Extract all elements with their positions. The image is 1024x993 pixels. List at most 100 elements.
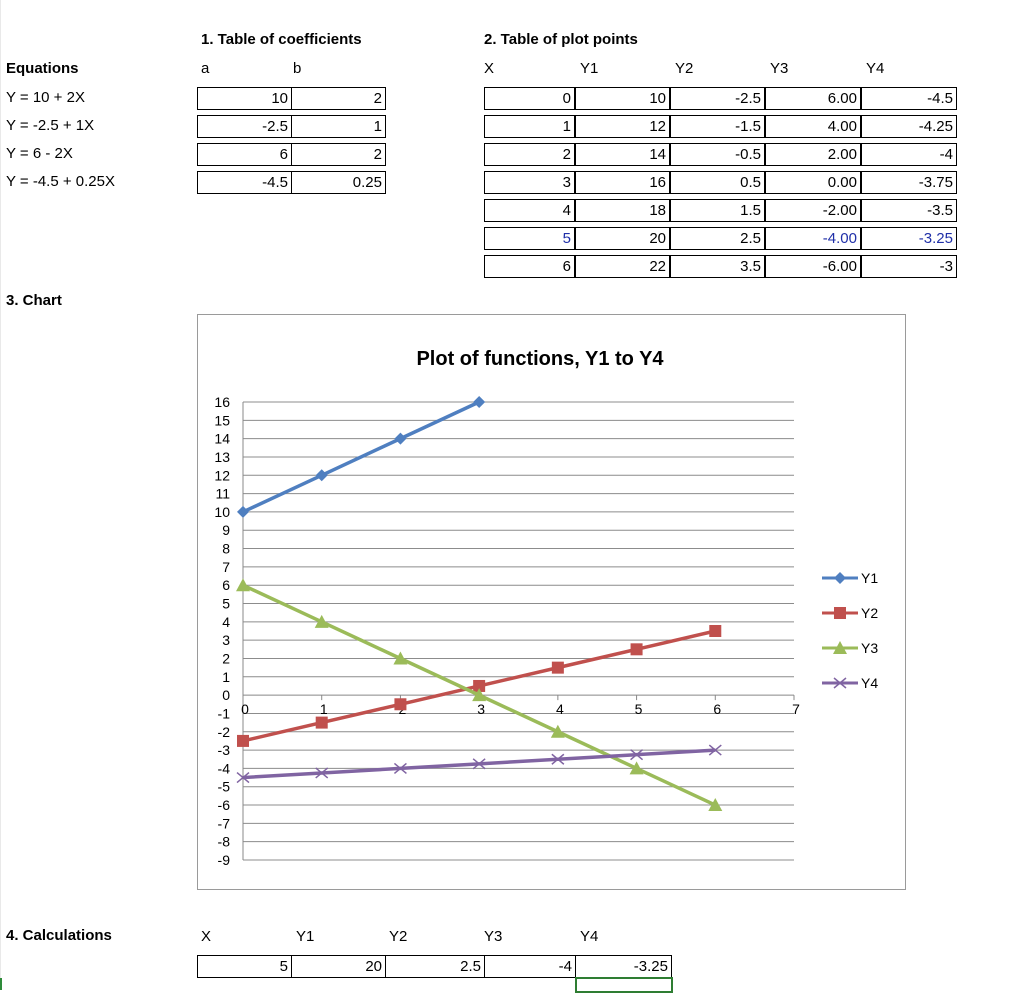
- calculations-heading: 4. Calculations: [6, 927, 112, 944]
- y-tick-label: -3: [218, 742, 231, 758]
- plot-header-y4: Y4: [866, 60, 885, 77]
- plot-header-y1: Y1: [580, 60, 599, 77]
- chart-heading: 3. Chart: [6, 292, 62, 309]
- plot-header-y2: Y2: [675, 60, 694, 77]
- data-point-y3: [708, 798, 723, 812]
- y-tick-label: -8: [218, 834, 231, 850]
- calc-cell-x[interactable]: 5: [197, 955, 292, 978]
- y-tick-label: -4: [218, 760, 231, 776]
- plot-cell[interactable]: 22: [575, 255, 670, 278]
- legend-label-y3: Y3: [861, 640, 878, 656]
- y-tick-label: 7: [222, 559, 230, 575]
- coef-cell[interactable]: 10: [197, 87, 292, 110]
- plot-cell[interactable]: 0.00: [765, 171, 861, 194]
- data-point-y3: [472, 688, 487, 702]
- plot-cell[interactable]: -3: [861, 255, 957, 278]
- data-point-y4: [393, 762, 407, 774]
- data-point-y2: [394, 698, 407, 711]
- plot-cell[interactable]: -0.5: [670, 143, 765, 166]
- plot-cell[interactable]: -3.75: [861, 171, 957, 194]
- plot-cell-x[interactable]: 1: [484, 115, 575, 138]
- plot-cell[interactable]: 6.00: [765, 87, 861, 110]
- data-point-y3: [314, 614, 329, 628]
- coef-header-b: b: [293, 60, 302, 77]
- plot-cell[interactable]: -4.00: [765, 227, 861, 250]
- plot-cell[interactable]: -3.25: [861, 227, 957, 250]
- y-tick-label: 12: [214, 467, 230, 483]
- plot-header-y3: Y3: [770, 60, 789, 77]
- plot-cell[interactable]: -4.25: [861, 115, 957, 138]
- y-tick-label: 3: [222, 632, 230, 648]
- plot-cell[interactable]: -1.5: [670, 115, 765, 138]
- legend-marker-y4: [833, 677, 847, 689]
- calc-cell-y1[interactable]: 20: [291, 955, 386, 978]
- plot-cell[interactable]: -4.5: [861, 87, 957, 110]
- equation-3: Y = 6 - 2X: [6, 145, 73, 162]
- plot-cell[interactable]: 16: [575, 171, 670, 194]
- plot-cell[interactable]: 4.00: [765, 115, 861, 138]
- plot-cell[interactable]: 10: [575, 87, 670, 110]
- plot-cell-x[interactable]: 4: [484, 199, 575, 222]
- coef-cell[interactable]: -4.5: [197, 171, 292, 194]
- data-point-y1: [394, 432, 407, 445]
- x-tick-label: 4: [556, 701, 564, 717]
- plot-cell[interactable]: -2.5: [670, 87, 765, 110]
- plot-cell-x[interactable]: 0: [484, 87, 575, 110]
- plot-cell-x[interactable]: 5: [484, 227, 575, 250]
- data-point-y1: [473, 396, 486, 408]
- x-tick-label: 1: [320, 701, 328, 717]
- plot-header-x: X: [484, 60, 495, 77]
- plot-cell[interactable]: -2.00: [765, 199, 861, 222]
- y-tick-label: 5: [222, 596, 230, 612]
- plot-cell[interactable]: 14: [575, 143, 670, 166]
- calc-cell-y3[interactable]: -4: [484, 955, 576, 978]
- y-tick-label: 14: [214, 431, 230, 447]
- equation-4: Y = -4.5 + 0.25X: [6, 173, 115, 190]
- y-tick-label: 10: [214, 504, 230, 520]
- coef-cell[interactable]: 6: [197, 143, 292, 166]
- y-tick-label: 0: [222, 687, 230, 703]
- selected-cell[interactable]: [575, 977, 673, 993]
- data-point-y4: [315, 767, 329, 779]
- plot-cell[interactable]: -4: [861, 143, 957, 166]
- x-tick-label: 5: [635, 701, 643, 717]
- plot-cell[interactable]: 12: [575, 115, 670, 138]
- plot-cell[interactable]: -6.00: [765, 255, 861, 278]
- plot-cell[interactable]: 18: [575, 199, 670, 222]
- x-tick-label: 6: [713, 701, 721, 717]
- plot-cell-x[interactable]: 2: [484, 143, 575, 166]
- y-tick-label: 8: [222, 541, 230, 557]
- legend-marker-y1: [834, 572, 846, 584]
- plot-points-heading: 2. Table of plot points: [484, 31, 638, 48]
- plot-cell[interactable]: 2.5: [670, 227, 765, 250]
- chart-area[interactable]: Plot of functions, Y1 to Y4 16 15 14 13 12 11 1…: [197, 314, 906, 890]
- plot-cell[interactable]: -3.5: [861, 199, 957, 222]
- coef-cell[interactable]: -2.5: [197, 115, 292, 138]
- calc-cell-y4[interactable]: -3.25: [575, 955, 672, 978]
- y-tick-label: 13: [214, 449, 230, 465]
- data-point-y2: [709, 625, 722, 637]
- plot-cell[interactable]: 3.5: [670, 255, 765, 278]
- plot-cell-x[interactable]: 6: [484, 255, 575, 278]
- coef-cell[interactable]: 2: [291, 143, 386, 166]
- coef-cell[interactable]: 0.25: [291, 171, 386, 194]
- plot-cell[interactable]: 0.5: [670, 171, 765, 194]
- y-tick-label: -5: [218, 779, 231, 795]
- coef-cell[interactable]: 1: [291, 115, 386, 138]
- y-tick-label: -1: [218, 705, 231, 721]
- plot-cell-x[interactable]: 3: [484, 171, 575, 194]
- legend-marker-y2: [834, 607, 846, 619]
- plot-cell[interactable]: 1.5: [670, 199, 765, 222]
- calc-cell-y2[interactable]: 2.5: [385, 955, 485, 978]
- plot-cell[interactable]: 20: [575, 227, 670, 250]
- coef-cell[interactable]: 2: [291, 87, 386, 110]
- sheet-left-indicator: [0, 0, 1, 990]
- calc-header-y3: Y3: [484, 928, 503, 945]
- data-point-y2: [630, 643, 643, 656]
- equation-1: Y = 10 + 2X: [6, 89, 85, 106]
- legend-label-y2: Y2: [861, 605, 878, 621]
- plot-cell[interactable]: 2.00: [765, 143, 861, 166]
- data-point-y2: [473, 679, 486, 692]
- y-tick-label: 9: [222, 522, 230, 538]
- calc-header-y4: Y4: [580, 928, 599, 945]
